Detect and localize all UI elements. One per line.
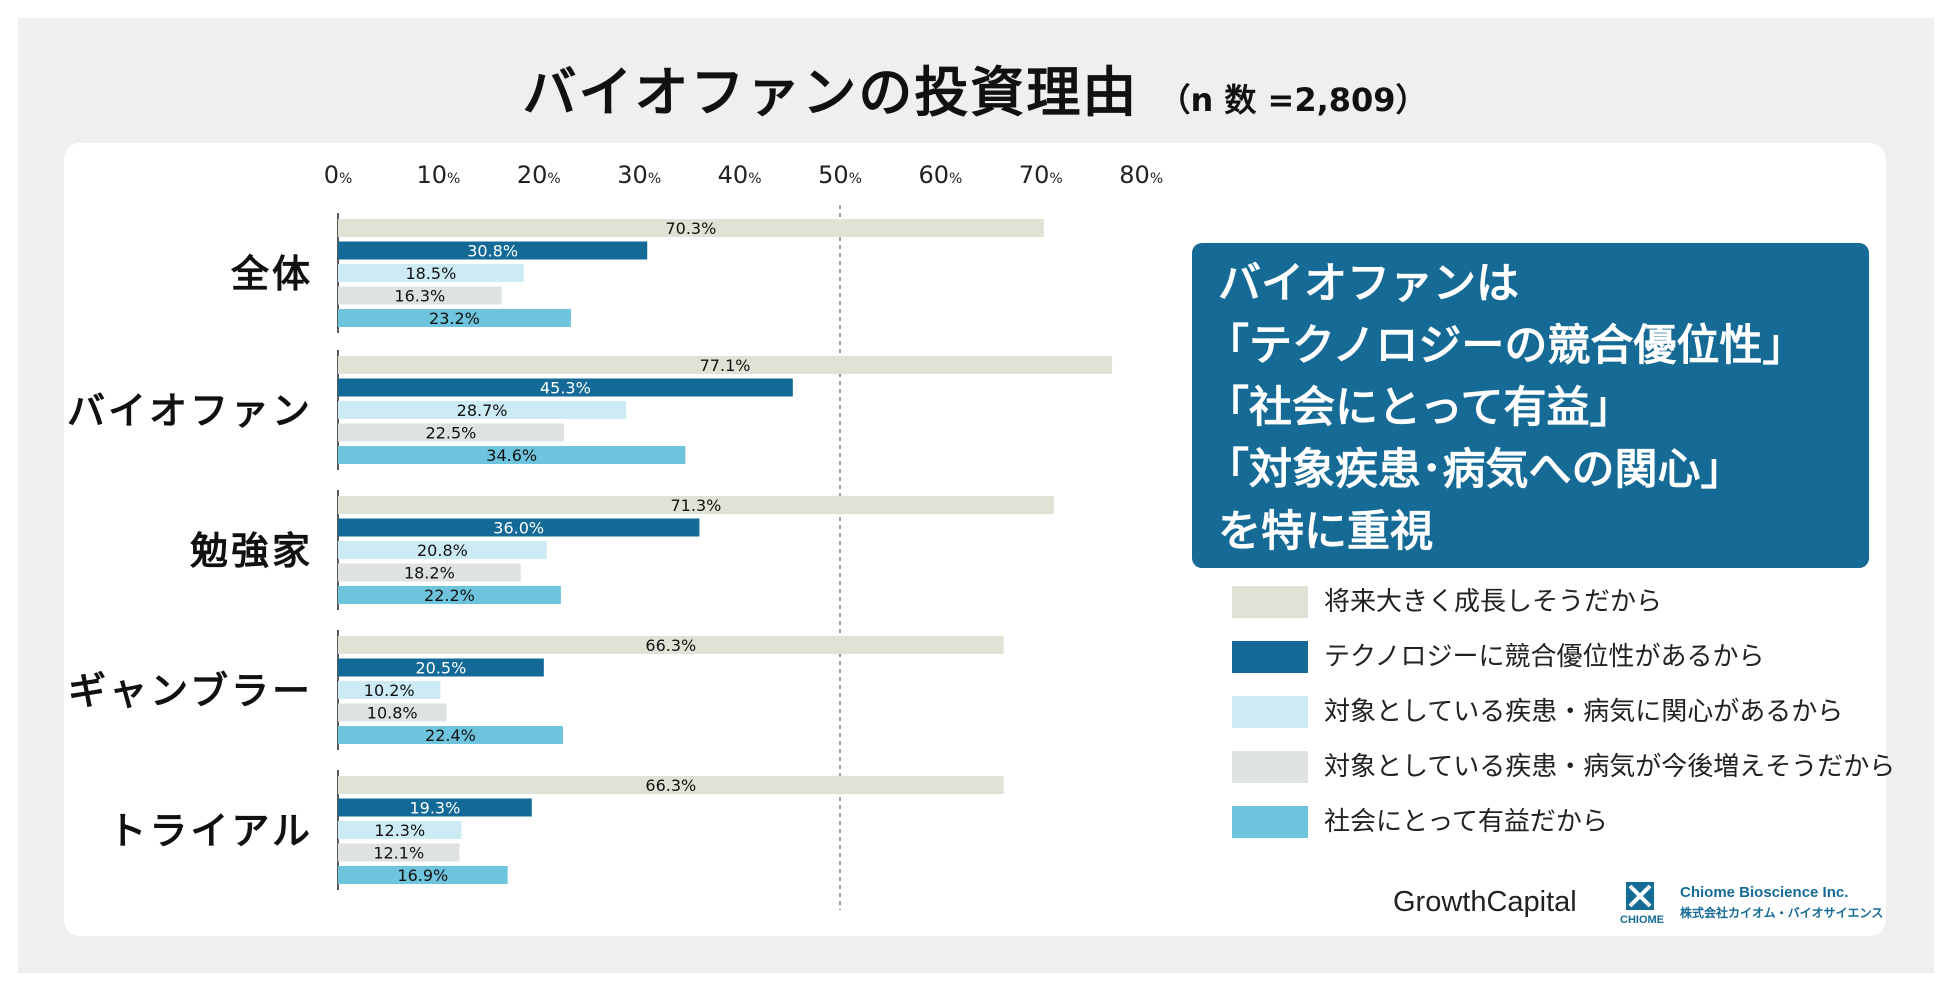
x-tick-label: 70% <box>1019 161 1063 189</box>
bar <box>338 446 686 464</box>
bar-value-label: 28.7% <box>457 401 508 420</box>
bar-value-label: 30.8% <box>467 242 518 261</box>
bar <box>338 563 521 582</box>
bar-value-label: 34.6% <box>486 446 537 465</box>
bar-value-label: 70.3% <box>665 219 716 238</box>
category-label: ギャンブラー <box>68 669 313 713</box>
bar <box>338 658 544 677</box>
category-label: 勉強家 <box>189 529 313 573</box>
x-tick-label: 30% <box>617 161 661 189</box>
category-label: 全体 <box>230 252 313 296</box>
bar-value-label: 20.5% <box>415 659 466 678</box>
x-tick-label: 0% <box>324 161 353 189</box>
bar-value-label: 36.0% <box>493 519 544 538</box>
bar <box>338 776 1004 794</box>
legend-label: 対象としている疾患・病気に関心があるから <box>1324 697 1844 727</box>
bar-value-label: 22.2% <box>424 586 475 605</box>
callout-line-2: 「テクノロジーの競合優位性」 <box>1206 321 1806 371</box>
bar-value-label: 16.3% <box>394 287 445 306</box>
bar <box>338 356 1113 374</box>
legend-label: テクノロジーに競合優位性があるから <box>1324 642 1765 672</box>
x-tick-label: 60% <box>918 161 962 189</box>
callout-line-1: バイオファンは <box>1218 259 1519 309</box>
bar <box>338 681 441 699</box>
bar <box>338 241 648 260</box>
x-tick-label: 20% <box>517 161 561 189</box>
chiome-company-name-en: Chiome Bioscience Inc. <box>1680 884 1849 901</box>
callout-box: バイオファンは 「テクノロジーの競合優位性」 「社会にとって有益」 「対象疾患･… <box>1192 243 1869 568</box>
legend-label: 将来大きく成長しそうだから <box>1324 587 1663 617</box>
bar-value-label: 18.5% <box>405 264 456 283</box>
bar <box>338 401 627 419</box>
bar <box>338 798 532 817</box>
x-tick-label: 50% <box>818 161 862 189</box>
bar <box>338 636 1004 654</box>
bar-value-label: 66.3% <box>645 776 696 795</box>
legend-swatch <box>1232 696 1308 728</box>
bar <box>338 866 508 884</box>
bar-value-label: 12.3% <box>374 821 425 840</box>
bar-value-label: 66.3% <box>645 636 696 655</box>
chiome-mark-text: CHIOME <box>1620 914 1664 926</box>
bar <box>338 541 547 559</box>
bar-value-label: 45.3% <box>540 379 591 398</box>
legend-swatch <box>1232 806 1308 838</box>
chart-title-main: バイオファンの投資理由 <box>522 61 1139 124</box>
bar <box>338 286 502 305</box>
bar <box>338 423 564 442</box>
legend-swatch <box>1232 751 1308 783</box>
bar <box>338 496 1054 514</box>
legend-label: 社会にとって有益だから <box>1324 807 1608 837</box>
legend-swatch <box>1232 586 1308 618</box>
chiome-logo-icon <box>1626 882 1654 910</box>
bar <box>338 378 793 397</box>
bar-value-label: 19.3% <box>409 799 460 818</box>
bar <box>338 586 561 604</box>
legend-label: 対象としている疾患・病気が今後増えそうだから <box>1324 752 1896 782</box>
bar <box>338 264 524 282</box>
bar <box>338 726 563 744</box>
bar-value-label: 10.8% <box>367 704 418 723</box>
bar <box>338 843 460 862</box>
bar-value-label: 77.1% <box>700 356 751 375</box>
category-label: トライアル <box>108 809 313 853</box>
bar-value-label: 22.5% <box>426 424 477 443</box>
callout-line-4: 「対象疾患･病気への関心」 <box>1206 445 1744 495</box>
bar-value-label: 22.4% <box>425 726 476 745</box>
bar-value-label: 71.3% <box>671 496 722 515</box>
bar-value-label: 23.2% <box>429 309 480 328</box>
bar-value-label: 12.1% <box>373 844 424 863</box>
bar-value-label: 20.8% <box>417 541 468 560</box>
callout-line-5: を特に重視 <box>1218 507 1433 557</box>
bar-value-label: 10.2% <box>364 681 415 700</box>
growth-capital-logo: GrowthCapital <box>1393 886 1577 918</box>
bar-value-label: 16.9% <box>397 866 448 885</box>
bar <box>338 309 571 327</box>
bar <box>338 219 1044 237</box>
sample-size-label: （n 数 =2,809） <box>1158 81 1428 119</box>
bar <box>338 518 700 537</box>
x-tick-label: 10% <box>416 161 460 189</box>
bar <box>338 821 462 839</box>
x-tick-label: 40% <box>718 161 762 189</box>
legend-swatch <box>1232 641 1308 673</box>
x-tick-label: 80% <box>1119 161 1163 189</box>
bar-value-label: 18.2% <box>404 564 455 583</box>
bar <box>338 703 447 722</box>
chiome-company-name-jp: 株式会社カイオム・バイオサイエンス <box>1680 906 1884 920</box>
callout-line-3: 「社会にとって有益」 <box>1206 383 1633 433</box>
chart-title: バイオファンの投資理由 （n 数 =2,809） <box>0 48 1950 127</box>
category-label: バイオファン <box>67 389 313 433</box>
